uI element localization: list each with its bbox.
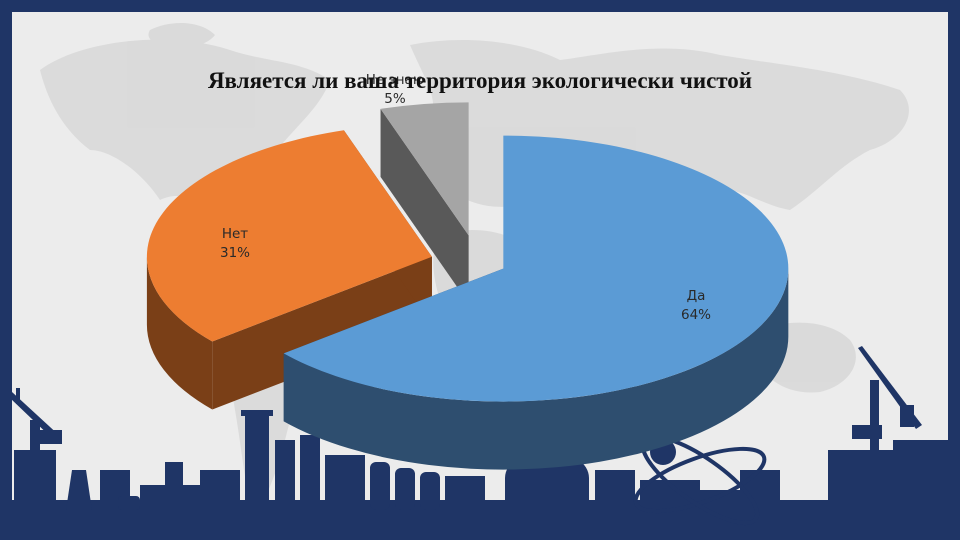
chimney-cap: [241, 410, 273, 416]
building: [14, 450, 56, 510]
building: [893, 440, 948, 510]
slice-category-label: Не знаю: [366, 72, 424, 88]
tank: [395, 468, 415, 510]
slice-percent-label: 31%: [220, 245, 250, 261]
slice-category-label: Да: [687, 288, 706, 304]
pie-slice-1: [283, 135, 789, 470]
pie-slice-side: [146, 256, 213, 410]
slice-percent-label: 64%: [681, 307, 711, 323]
building: [165, 462, 183, 490]
building: [828, 450, 893, 510]
slice-percent-label: 5%: [384, 91, 406, 107]
slice-category-label: Нет: [222, 226, 248, 242]
tank: [370, 462, 390, 510]
tank: [420, 472, 440, 510]
pie-slice-3: [380, 102, 469, 304]
crane-right: [852, 346, 922, 455]
chimney: [245, 410, 269, 510]
pie-slice-top: [283, 135, 789, 402]
pie-slice-wall: [380, 108, 469, 304]
pie-slice-top: [380, 102, 469, 236]
building: [700, 490, 740, 510]
pie-slice-top: [146, 130, 432, 342]
building: [445, 476, 485, 510]
building: [595, 470, 635, 510]
building: [200, 470, 240, 510]
chimney: [275, 440, 295, 510]
pie-slice-side: [283, 268, 789, 470]
chart-title: Является ли ваша территория экологически…: [208, 68, 752, 93]
pie-chart: Да 64% Нет 31% Не знаю 5%: [146, 72, 789, 470]
pie-slice-2: [146, 130, 432, 410]
industrial-skyline: [0, 346, 960, 540]
chimney: [300, 435, 320, 510]
cooling-tower: [66, 470, 92, 510]
building: [325, 455, 365, 510]
tank: [118, 496, 140, 510]
pie-slice-wall: [212, 256, 432, 410]
